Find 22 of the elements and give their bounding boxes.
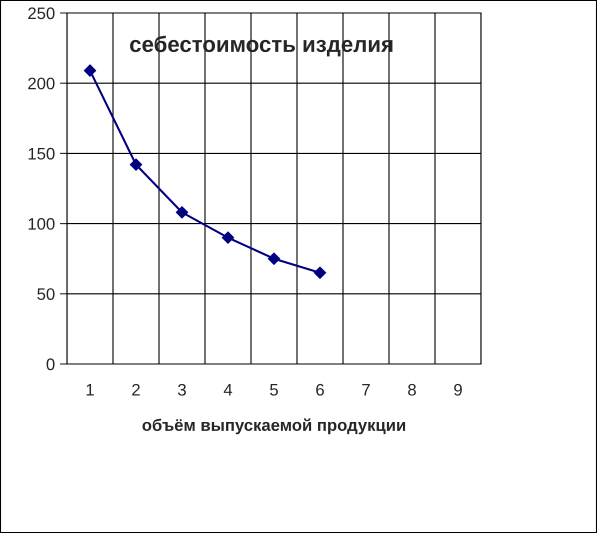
x-axis-title: объём выпускаемой продукции <box>142 418 406 434</box>
x-tick-label: 4 <box>224 384 232 396</box>
y-tick-label: 250 <box>28 7 55 20</box>
x-tick-label: 8 <box>408 384 416 396</box>
y-tick-label: 50 <box>37 288 55 300</box>
point <box>222 232 234 244</box>
x-tick-label: 2 <box>132 384 140 396</box>
x-tick-label: 5 <box>270 384 278 396</box>
x-tick-label: 3 <box>178 384 186 396</box>
x-tick-label: 1 <box>86 384 94 396</box>
point <box>176 206 188 218</box>
y-tick-label: 100 <box>28 218 55 230</box>
x-tick-label: 7 <box>362 384 370 396</box>
y-tick-label: 200 <box>28 78 55 90</box>
x-tick-label: 9 <box>454 384 462 396</box>
point <box>84 64 96 77</box>
point <box>268 252 280 265</box>
point <box>130 158 142 171</box>
point <box>314 266 326 279</box>
y-tick-label: 0 <box>46 358 55 370</box>
x-tick-label: 6 <box>316 384 324 396</box>
y-tick-label: 150 <box>28 148 55 160</box>
